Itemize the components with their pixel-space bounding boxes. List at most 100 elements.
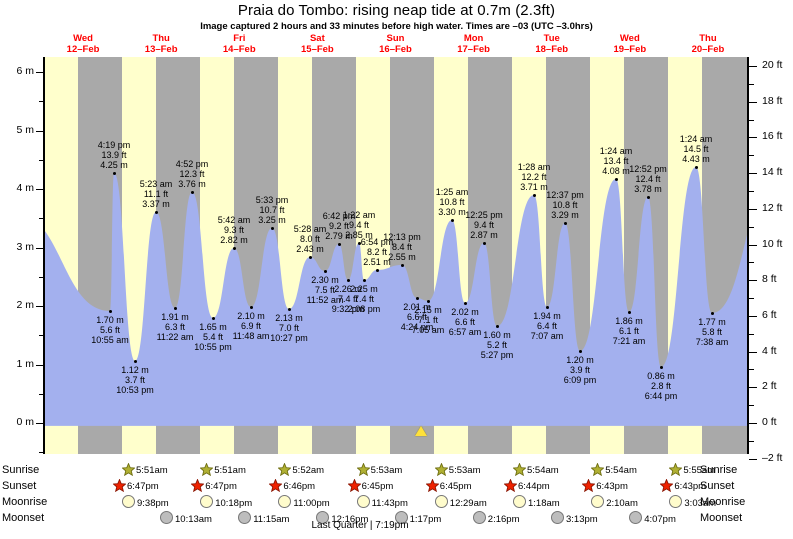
tide-label-line: 2.15 m xyxy=(414,305,442,315)
tide-label-line: 2.8 ft xyxy=(650,381,671,391)
moonrise-event-4: 12:29am xyxy=(434,495,487,509)
tide-label-line: 12.2 ft xyxy=(521,172,547,182)
row-label-moonrise-right: Moonrise xyxy=(700,496,746,508)
tide-label-29: 1:24 am 13.4 ft 4.08 m xyxy=(600,146,633,176)
moonrise-event-0: 9:38pm xyxy=(122,495,169,509)
moon-icon xyxy=(356,495,370,508)
day-header-date: 19–Feb xyxy=(613,44,647,55)
star-icon xyxy=(191,479,205,492)
row-label-sunset-right: Sunset xyxy=(700,480,735,492)
tide-label-line: 2.26 m xyxy=(334,284,362,294)
left-tick xyxy=(36,189,44,190)
tide-label-line: 2.13 m xyxy=(275,313,303,323)
tide-plot[interactable]: 1.70 m 5.6 ft 10:55 am 4:19 pm 13.9 ft 4.25 m… xyxy=(44,57,747,454)
star-icon xyxy=(434,463,448,476)
left-tick xyxy=(36,131,44,132)
tide-label-9: 5:33 pm 10.7 ft 3.25 m xyxy=(256,195,289,225)
sunrise-event-2: 5:52am xyxy=(278,463,324,476)
tide-label-18: 12:13 pm 8.4 ft 2.55 m xyxy=(383,232,421,262)
tide-label-24: 1.60 m 5.2 ft 5:27 pm xyxy=(481,330,514,360)
star-icon xyxy=(513,463,526,476)
tide-label-8: 2.10 m 6.9 ft 11:48 am xyxy=(233,311,270,341)
right-tick xyxy=(749,334,754,335)
sunrise-event-3: 5:53am xyxy=(356,463,402,476)
sunset-event-7: 6:43pm xyxy=(660,479,706,492)
day-header-13–feb: Thu 13–Feb xyxy=(121,33,201,55)
day-header-17–feb: Mon 17–Feb xyxy=(434,33,514,55)
tide-label-line: 9.3 ft xyxy=(223,225,244,235)
left-axis-label-0m: 0 m xyxy=(16,416,34,428)
tide-point-low xyxy=(463,301,467,305)
right-tick xyxy=(749,298,754,299)
right-tick xyxy=(749,120,754,121)
right-tick xyxy=(749,405,754,406)
tide-point-low xyxy=(627,310,631,314)
day-header-12–feb: Wed 12–Feb xyxy=(43,33,123,55)
moonset-event-5: 3:13pm xyxy=(551,511,598,525)
star-icon xyxy=(356,463,370,476)
tide-label-line: 3.9 ft xyxy=(569,365,590,375)
tide-label-11: 5:28 am 8.0 ft 2.43 m xyxy=(294,224,327,254)
star-icon xyxy=(278,463,292,476)
sunrise-time: 5:51am xyxy=(136,465,168,476)
tide-label-line: 1.86 m xyxy=(615,316,643,326)
moon-phase-label: Last Quarter | 7:19pm xyxy=(311,520,409,531)
left-tick xyxy=(39,335,44,336)
tide-point-high xyxy=(646,195,650,199)
sunrise-event-5: 5:54am xyxy=(513,463,559,476)
right-tick xyxy=(749,102,757,103)
day-header-dow: Tue xyxy=(543,33,560,44)
sunset-event-4: 6:45pm xyxy=(425,479,471,492)
moonset-time: 4:07pm xyxy=(644,514,676,525)
tide-label-line: 2.51 m xyxy=(363,257,391,267)
moonset-time: 3:13pm xyxy=(566,514,598,525)
tide-label-line: 10:53 pm xyxy=(116,385,154,395)
tide-label-10: 2.13 m 7.0 ft 10:27 pm xyxy=(270,313,308,343)
row-label-sunset-left: Sunset xyxy=(2,480,37,492)
tide-label-16: 2.25 m 7.4 ft 2:08 pm xyxy=(348,284,381,314)
tide-label-line: 12.4 ft xyxy=(635,174,661,184)
tide-point-low xyxy=(173,306,177,310)
day-header-dow: Sat xyxy=(309,33,325,44)
tide-label-line: 4:52 pm xyxy=(175,159,209,169)
left-tick xyxy=(39,277,44,278)
moonset-event-6: 4:07pm xyxy=(629,511,676,525)
tide-label-line: 3.29 m xyxy=(551,210,579,220)
tide-label-5: 4:52 pm 12.3 ft 3.76 m xyxy=(176,159,209,189)
tide-label-line: 5.4 ft xyxy=(202,332,223,342)
tide-label-line: 1.20 m xyxy=(566,355,594,365)
tide-label-line: 14.5 ft xyxy=(683,144,709,154)
tide-label-32: 0.86 m 2.8 ft 6:44 pm xyxy=(645,371,678,401)
tide-label-line: 5.6 ft xyxy=(99,325,120,335)
moonset-event-3: 1:17pm xyxy=(394,511,441,525)
sunset-event-2: 6:46pm xyxy=(269,479,315,492)
star-icon xyxy=(425,479,439,492)
tide-label-line: 10:55 pm xyxy=(194,342,232,352)
moon-icon xyxy=(629,511,643,524)
tide-point-high xyxy=(482,241,486,245)
tide-label-line: 3.7 ft xyxy=(124,375,145,385)
tide-label-line: 1.77 m xyxy=(698,317,726,327)
tide-label-line: 10.7 ft xyxy=(259,205,285,215)
tide-label-17: 6:54 pm 8.2 ft 2.51 m xyxy=(361,237,394,267)
row-label-moonset-right: Moonset xyxy=(700,512,743,524)
tide-label-line: 2.30 m xyxy=(311,275,339,285)
sunrise-event-0: 5:51am xyxy=(122,463,168,476)
moonrise-time: 10:18pm xyxy=(215,498,253,509)
moonset-time: 12:16pm xyxy=(331,514,369,525)
sunset-time: 6:47pm xyxy=(205,481,237,492)
day-header-dow: Wed xyxy=(73,33,93,44)
tide-label-line: 8.2 ft xyxy=(366,247,387,257)
star-icon xyxy=(113,479,126,492)
right-tick xyxy=(749,209,757,210)
tide-label-line: 5:23 am xyxy=(139,179,173,189)
right-axis-label-12ft: 12 ft xyxy=(762,201,783,214)
moon-icon xyxy=(394,511,408,524)
tide-label-line: 4:24 pm xyxy=(400,322,434,332)
tide-point-low xyxy=(346,278,350,282)
day-header-20–feb: Thu 20–Feb xyxy=(668,33,748,55)
sunset-time: 6:43pm xyxy=(674,481,707,492)
moon-icon xyxy=(513,495,526,508)
moonset-event-1: 11:15am xyxy=(238,511,289,525)
sunrise-event-7: 5:55am xyxy=(669,463,715,476)
